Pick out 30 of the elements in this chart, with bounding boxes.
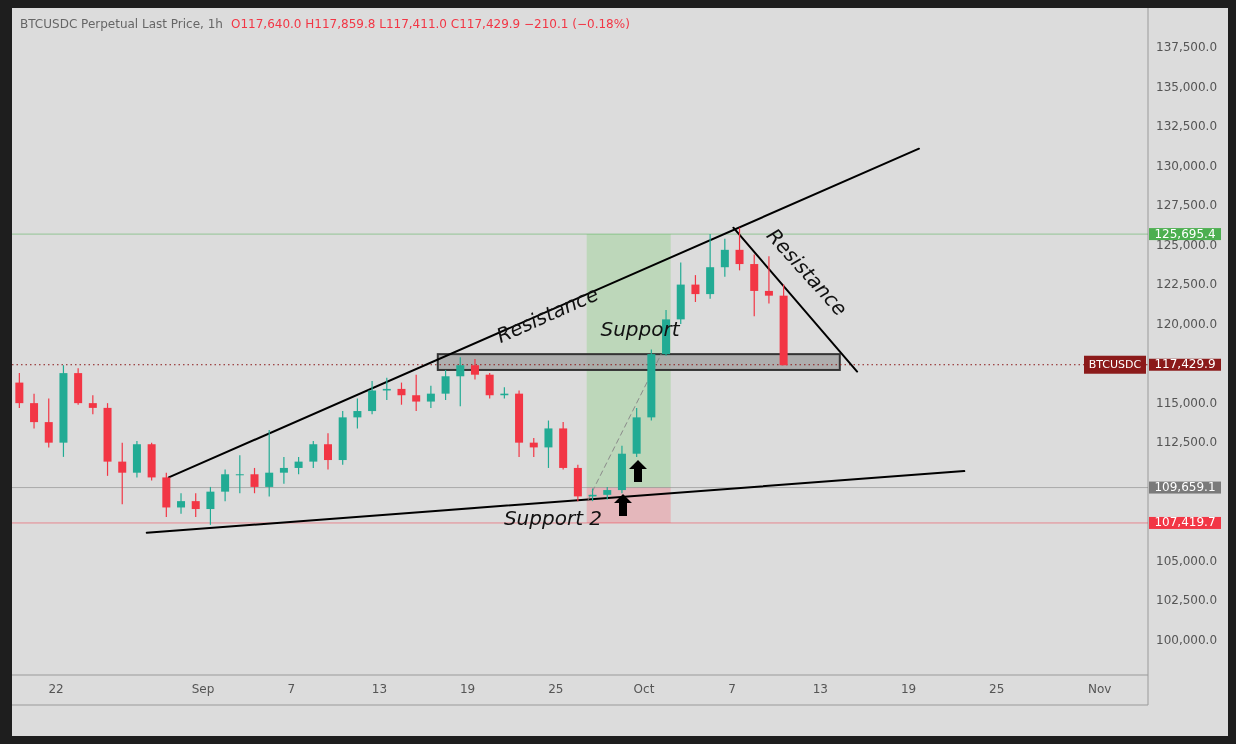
y-tick-label: 122,500.0 (1156, 277, 1218, 292)
y-tick-label: 127,500.0 (1156, 198, 1218, 213)
text: BTCUSDC 117,429.9 (1088, 357, 1216, 372)
x-tick-label: 7 (728, 682, 736, 696)
text: BTCUSDC Perpetual Last Price, 1h (20, 17, 223, 31)
y-tick-label: 132,500.0 (1156, 119, 1218, 134)
y-tick-label: 130,000.0 (1156, 158, 1218, 173)
y-tick-label: 137,500.0 (1156, 40, 1218, 55)
y-tick-label: 105,000.0 (1156, 553, 1218, 568)
x-tick-label: 13 (812, 682, 829, 696)
ref-line-label: 107,419.7 (1154, 515, 1216, 530)
annotation: Support 2 (503, 505, 603, 530)
text: O117,640.0 H117,859.8 L117,411.0 C117,429.9 −210.1 (−0.18%) (230, 17, 630, 31)
ref-line-label: 109,659.1 (1154, 480, 1216, 495)
x-tick-label: Oct (633, 682, 655, 696)
x-tick-label: 7 (287, 682, 296, 696)
y-tick-label: 115,000.0 (1156, 395, 1218, 410)
y-tick-label: 100,000.0 (1156, 632, 1218, 647)
x-tick-label: 25 (989, 682, 1005, 696)
y-tick-label: 112,500.0 (1156, 435, 1218, 450)
x-tick-label: 22 (48, 682, 64, 696)
x-tick-label: 19 (459, 682, 476, 696)
x-tick-label: Nov (1087, 682, 1112, 696)
y-tick-label: 135,000.0 (1156, 79, 1218, 94)
y-tick-label: 120,000.0 (1156, 316, 1218, 331)
x-tick-label: Sep (191, 682, 215, 696)
x-tick-label: 13 (371, 682, 388, 696)
y-tick-label: 102,500.0 (1156, 593, 1218, 608)
x-tick-label: 19 (900, 682, 917, 696)
x-tick-label: 25 (548, 682, 564, 696)
